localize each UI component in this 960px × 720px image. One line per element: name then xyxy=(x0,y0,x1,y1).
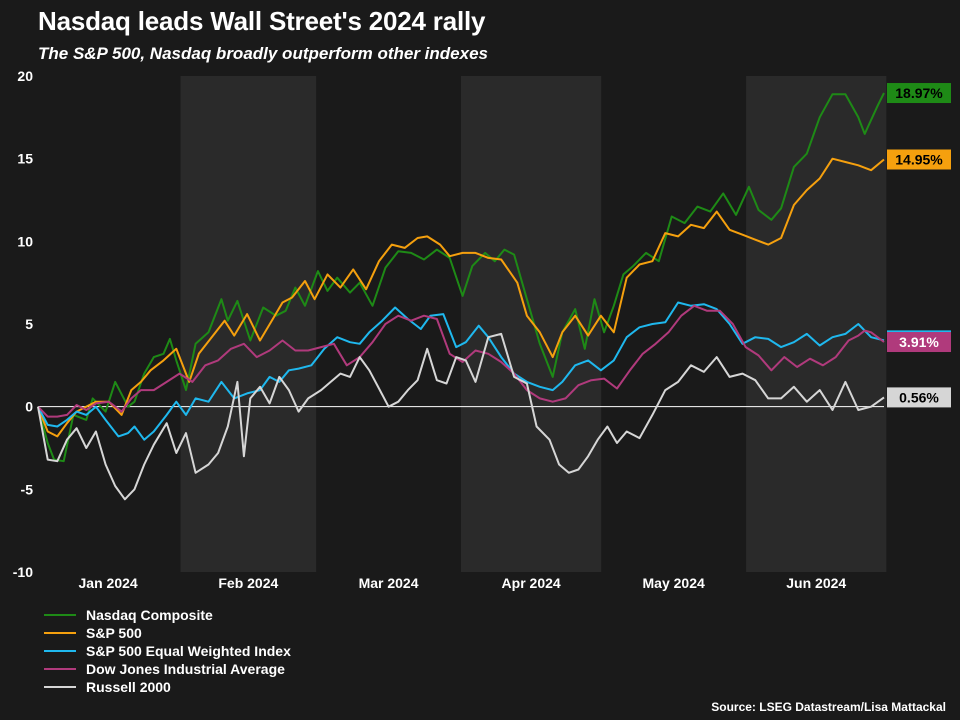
end-label-box xyxy=(887,332,951,353)
series-line-1 xyxy=(37,157,885,438)
legend-item: Dow Jones Industrial Average xyxy=(44,660,291,678)
legend-item: S&P 500 Equal Weighted Index xyxy=(44,642,291,660)
y-tick-label: -5 xyxy=(21,481,34,497)
legend-label: Dow Jones Industrial Average xyxy=(86,661,285,677)
end-label: 0.56% xyxy=(899,389,939,405)
legend-swatch xyxy=(44,668,76,670)
line-chart: Jan 2024 Feb 2024 Mar 2024 Apr 2024 May 2024… xyxy=(13,68,951,591)
y-tick-label: 0 xyxy=(25,399,33,415)
legend-item: Nasdaq Composite xyxy=(44,606,291,624)
legend-swatch xyxy=(44,614,76,616)
x-tick-label: Jun 2024 xyxy=(786,575,846,591)
y-tick-label: 20 xyxy=(17,68,33,84)
legend-label: S&P 500 xyxy=(86,625,142,641)
x-tick-label: May 2024 xyxy=(643,575,705,591)
end-label-box xyxy=(887,387,951,408)
legend-swatch xyxy=(44,632,76,634)
legend: Nasdaq Composite S&P 500 S&P 500 Equal Wei… xyxy=(44,606,291,696)
legend-item: Russell 2000 xyxy=(44,678,291,696)
chart-subtitle: The S&P 500, Nasdaq broadly outperform o… xyxy=(38,44,488,63)
month-band-1 xyxy=(180,76,317,572)
legend-label: Nasdaq Composite xyxy=(86,607,213,623)
series-line-2 xyxy=(37,301,885,441)
legend-label: S&P 500 Equal Weighted Index xyxy=(86,643,291,659)
end-label-box xyxy=(887,83,951,104)
chart-area: Jan 2024 Feb 2024 Mar 2024 Apr 2024 May 2024… xyxy=(0,60,960,605)
legend-swatch xyxy=(44,650,76,652)
legend-label: Russell 2000 xyxy=(86,679,171,695)
end-label: 14.95% xyxy=(895,151,943,167)
source-note: Source: LSEG Datastream/Lisa Mattackal xyxy=(711,700,946,714)
x-tick-label: Jan 2024 xyxy=(79,575,138,591)
legend-item: S&P 500 xyxy=(44,624,291,642)
y-tick-label: 15 xyxy=(17,151,33,167)
x-tick-label: Apr 2024 xyxy=(502,575,561,591)
end-label: 3.91% xyxy=(899,334,939,350)
series-line-0 xyxy=(37,92,885,463)
legend-swatch xyxy=(44,686,76,688)
y-tick-label: 5 xyxy=(25,316,33,332)
month-band-5 xyxy=(746,76,887,572)
end-label: 18.97% xyxy=(895,85,943,101)
chart-title: Nasdaq leads Wall Street's 2024 rally xyxy=(38,6,486,36)
y-tick-label: -10 xyxy=(13,564,33,580)
x-tick-label: Feb 2024 xyxy=(218,575,278,591)
end-label-box xyxy=(887,149,951,170)
series-line-4 xyxy=(37,332,885,501)
x-tick-label: Mar 2024 xyxy=(359,575,419,591)
y-tick-label: 10 xyxy=(17,233,33,249)
